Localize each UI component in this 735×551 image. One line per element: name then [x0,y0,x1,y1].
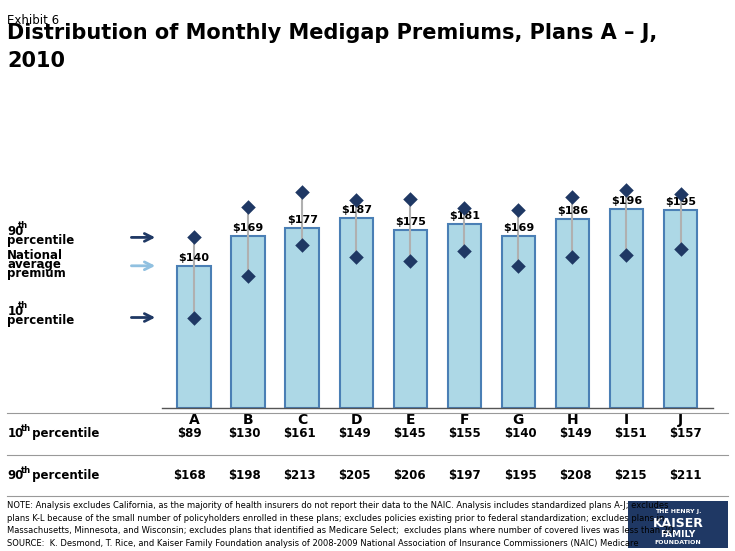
Bar [610,209,643,408]
Text: $168: $168 [173,469,206,482]
Point [512,206,524,214]
Text: $157: $157 [669,428,702,440]
Text: $197: $197 [448,469,481,482]
Text: th: th [18,301,29,310]
Text: FOUNDATION: FOUNDATION [655,540,701,545]
Text: premium: premium [7,267,66,280]
Text: National: National [7,250,63,262]
Bar [177,266,211,408]
Text: $151: $151 [614,428,647,440]
Text: average: average [7,258,61,271]
Text: percentile: percentile [28,469,99,482]
Text: 90: 90 [7,469,24,482]
Point [675,190,686,198]
Point [404,256,416,265]
Point [188,313,200,322]
Text: th: th [21,466,31,475]
Point [296,187,308,196]
Text: $169: $169 [503,223,534,234]
Text: NOTE: Analysis excludes California, as the majority of health insurers do not re: NOTE: Analysis excludes California, as t… [7,501,676,551]
Point [620,250,632,259]
Text: $181: $181 [449,211,480,221]
Text: FAMILY: FAMILY [661,530,695,539]
Bar [502,236,535,408]
Point [567,192,578,201]
Text: $215: $215 [614,469,647,482]
Point [243,272,254,280]
Text: percentile: percentile [7,314,74,327]
Text: $161: $161 [283,428,316,440]
Text: 90: 90 [7,225,24,239]
Text: $169: $169 [232,223,264,234]
Text: $149: $149 [559,428,592,440]
Text: $187: $187 [341,205,372,215]
Text: $175: $175 [395,217,426,227]
Text: $155: $155 [448,428,481,440]
Text: percentile: percentile [7,234,74,247]
Point [351,196,362,204]
Text: Exhibit 6: Exhibit 6 [7,14,60,27]
Point [296,240,308,249]
Text: th: th [21,424,31,434]
Text: percentile: percentile [28,428,99,440]
Bar [448,224,481,408]
Text: $205: $205 [338,469,371,482]
Point [512,261,524,270]
Text: 10: 10 [7,428,24,440]
Text: 2010: 2010 [7,51,65,71]
Text: $130: $130 [228,428,261,440]
Text: $145: $145 [393,428,426,440]
Point [243,203,254,212]
Point [620,185,632,194]
Text: $149: $149 [338,428,371,440]
Point [188,233,200,242]
Text: $140: $140 [503,428,537,440]
Text: $213: $213 [283,469,316,482]
Text: Distribution of Monthly Medigap Premiums, Plans A – J,: Distribution of Monthly Medigap Premiums… [7,23,658,43]
Text: THE HENRY J.: THE HENRY J. [655,509,701,514]
Bar [393,230,427,408]
Text: $196: $196 [611,196,642,206]
Point [404,195,416,203]
Text: $177: $177 [287,215,318,225]
Text: KAISER: KAISER [653,517,703,531]
Text: $211: $211 [669,469,702,482]
Point [351,252,362,261]
Bar [556,219,589,408]
Bar [285,228,319,408]
Bar [340,218,373,408]
Bar [232,236,265,408]
Text: $186: $186 [557,206,588,216]
Text: $195: $195 [665,197,696,207]
Bar [664,210,698,408]
Text: 10: 10 [7,305,24,318]
Point [675,244,686,253]
Text: $206: $206 [393,469,426,482]
Point [567,252,578,261]
Text: th: th [18,222,29,230]
Point [459,204,470,213]
Text: $195: $195 [503,469,537,482]
Text: $140: $140 [179,253,209,263]
Text: $89: $89 [177,428,201,440]
Text: $208: $208 [559,469,592,482]
Text: $198: $198 [228,469,261,482]
Point [459,246,470,255]
